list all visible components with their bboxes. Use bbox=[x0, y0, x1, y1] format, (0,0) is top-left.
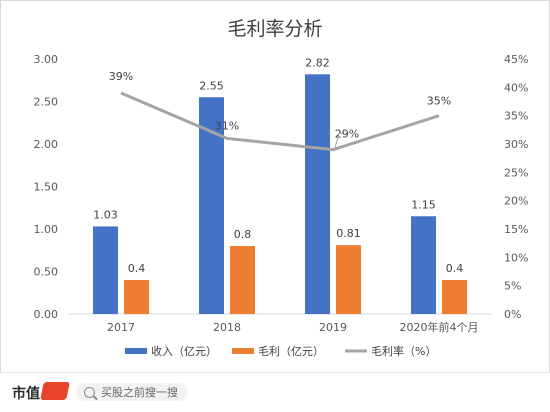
legend-label: 收入（亿元） bbox=[151, 344, 217, 358]
right-axis-tick: 45% bbox=[504, 53, 528, 66]
bar-data-label: 1.15 bbox=[411, 198, 436, 211]
bar-gross-profit bbox=[336, 245, 361, 314]
bar-gross-profit bbox=[442, 280, 467, 314]
category-label: 2017 bbox=[107, 321, 135, 334]
right-axis-tick: 0% bbox=[504, 308, 521, 321]
legend-swatch bbox=[232, 348, 254, 354]
bar-data-label: 1.03 bbox=[93, 208, 118, 221]
left-axis-tick: 2.00 bbox=[34, 138, 59, 151]
chart: 0.00 0.50 1.00 1.50 2.00 2.50 3.00 0% 5% 10% 15% 20… bbox=[34, 53, 529, 358]
category-label: 2019 bbox=[319, 321, 347, 334]
right-axis-tick: 5% bbox=[504, 280, 521, 293]
category-label: 2020年前4个月 bbox=[400, 320, 479, 334]
footer-bar: 市值 买股之前搜一搜 bbox=[0, 372, 550, 412]
left-axis-tick: 2.50 bbox=[34, 96, 59, 109]
right-axis-tick: 30% bbox=[504, 138, 528, 151]
left-axis-tick: 1.00 bbox=[34, 223, 59, 236]
line-data-label: 39% bbox=[109, 70, 133, 83]
line-data-label: 35% bbox=[427, 95, 451, 108]
bar-revenue bbox=[305, 74, 330, 314]
left-axis-tick: 3.00 bbox=[34, 53, 59, 66]
bar-data-label: 0.8 bbox=[234, 228, 252, 241]
right-axis-tick: 10% bbox=[504, 251, 528, 264]
search-icon bbox=[84, 386, 95, 398]
bar-data-label: 0.4 bbox=[446, 262, 464, 275]
brand-name: 市值 bbox=[12, 386, 40, 402]
legend-label: 毛利率（%） bbox=[371, 344, 436, 358]
chart-title: 毛利率分析 bbox=[227, 18, 323, 40]
bar-data-label: 2.82 bbox=[305, 56, 330, 69]
right-axis-tick: 40% bbox=[504, 81, 528, 94]
bar-revenue bbox=[411, 216, 436, 314]
line-data-label: 29% bbox=[335, 128, 359, 141]
left-axis-tick: 0.00 bbox=[34, 308, 59, 321]
bar-data-label: 0.4 bbox=[128, 262, 146, 275]
category-label: 2018 bbox=[213, 321, 241, 334]
bar-data-label: 0.81 bbox=[336, 227, 361, 240]
bar-revenue bbox=[199, 97, 224, 314]
label-leader-line bbox=[334, 133, 343, 148]
margin-rate-line bbox=[120, 91, 440, 152]
bar-gross-profit bbox=[230, 246, 255, 314]
bar-gross-profit bbox=[124, 280, 149, 314]
right-axis-tick: 15% bbox=[504, 223, 528, 236]
search-text: 买股之前搜一搜 bbox=[101, 386, 178, 399]
brand-logo-icon bbox=[40, 382, 70, 400]
legend-label: 毛利（亿元） bbox=[258, 345, 324, 358]
left-axis-tick: 1.50 bbox=[34, 181, 59, 194]
line-data-label: 31% bbox=[215, 119, 239, 132]
left-axis-tick: 0.50 bbox=[34, 266, 59, 279]
right-axis-tick: 25% bbox=[504, 166, 528, 179]
search-box[interactable]: 买股之前搜一搜 bbox=[76, 383, 188, 401]
right-axis-tick: 20% bbox=[504, 195, 528, 208]
bar-revenue bbox=[93, 226, 118, 314]
right-axis-tick: 35% bbox=[504, 110, 528, 123]
bar-data-label: 2.55 bbox=[199, 79, 224, 92]
legend-swatch bbox=[125, 348, 147, 354]
